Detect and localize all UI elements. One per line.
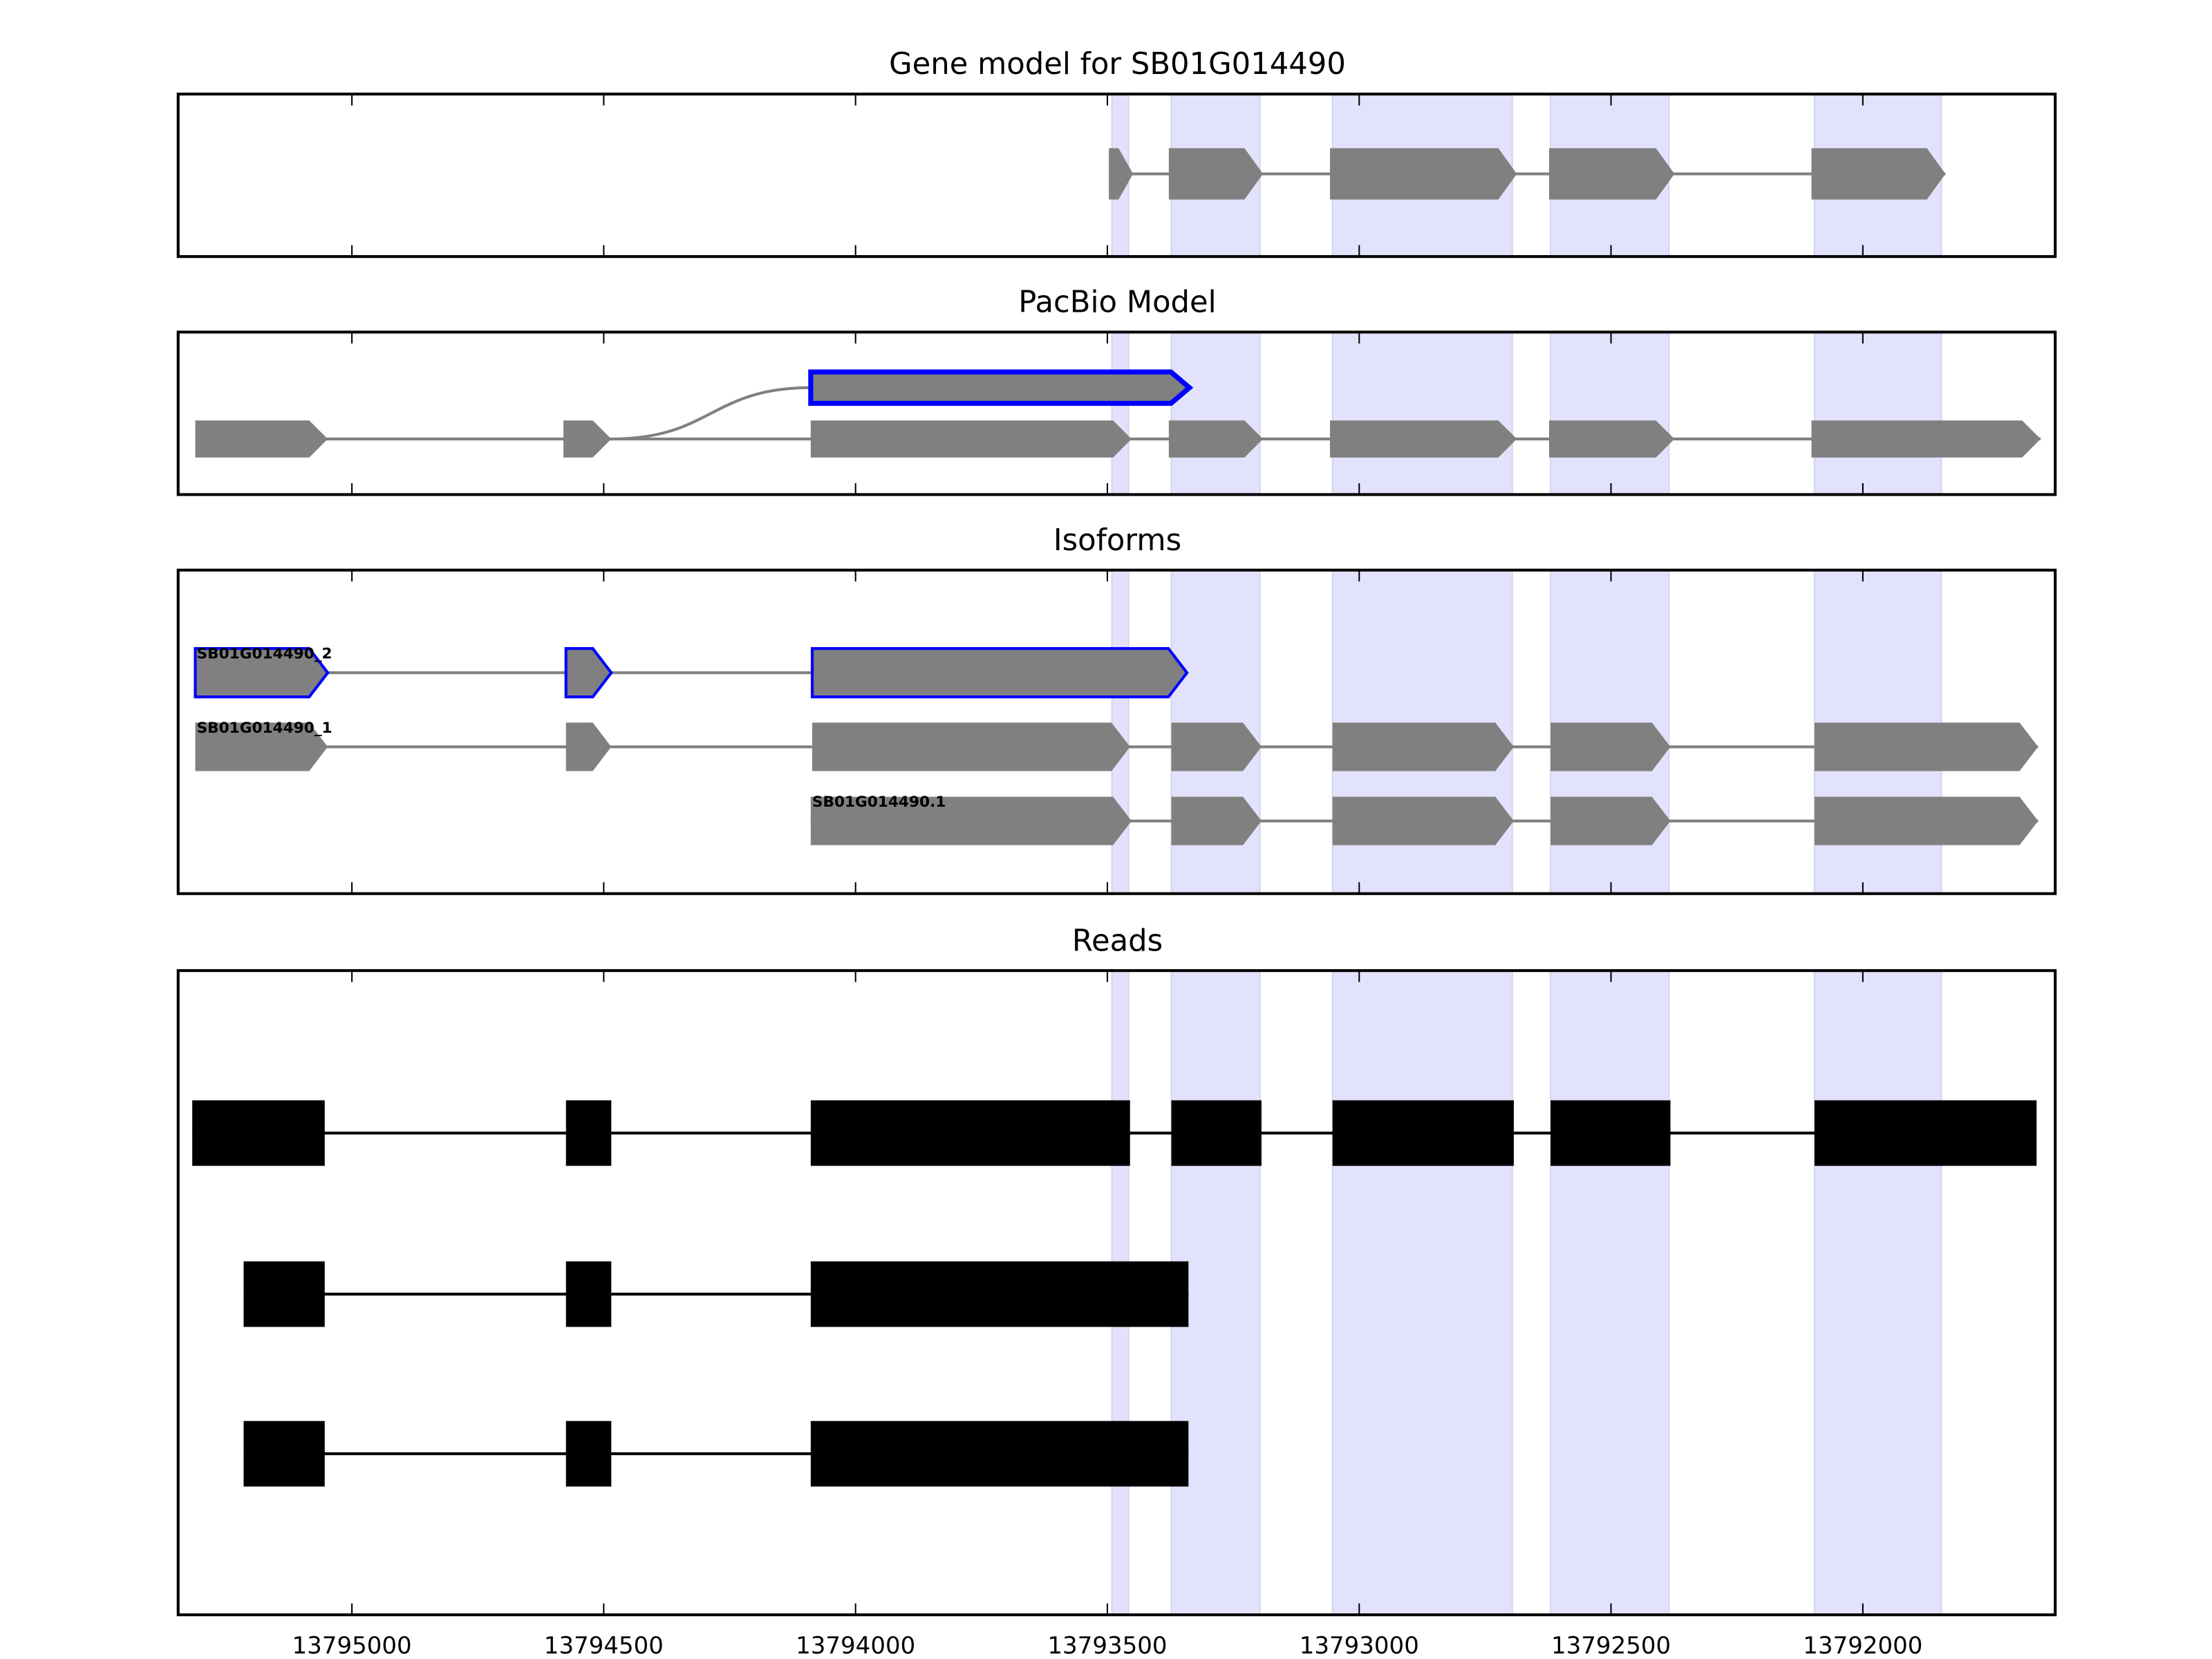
panel-title-reads: Reads — [1072, 924, 1163, 958]
x-tick-label: 13793500 — [1047, 1632, 1167, 1659]
exon-arrow — [810, 796, 1132, 845]
panel-title-isoforms: Isoforms — [1053, 523, 1181, 558]
exon-arrow — [1168, 420, 1264, 458]
read-block — [1814, 1100, 2037, 1166]
exon-arrow — [563, 420, 612, 458]
panel-2: SB01G014490_2 SB01G014490_1 SB01G014490.1 — [176, 568, 2057, 895]
panel-0 — [176, 93, 2057, 259]
read-block — [243, 1421, 325, 1487]
exon-highlight-band — [1331, 970, 1513, 1616]
exon-arrow — [1814, 722, 2038, 771]
read-block — [565, 1421, 612, 1487]
exon-arrow — [1171, 796, 1262, 845]
read-block — [810, 1421, 1189, 1487]
x-tick-label: 13792500 — [1551, 1632, 1671, 1659]
isoform-label: SB01G014490_1 — [197, 720, 332, 737]
exon-highlight-band — [1170, 331, 1261, 496]
read-block — [1332, 1100, 1514, 1166]
axes-frame — [176, 330, 2057, 496]
exon-arrow — [1548, 420, 1675, 458]
panel-title-gene-model: Gene model for SB01G014490 — [889, 47, 1346, 82]
exon-arrow — [195, 722, 328, 771]
branch-connector — [611, 386, 811, 441]
read-block — [565, 1100, 612, 1166]
axes-frame — [176, 969, 2057, 1617]
selected-exon-arrow — [808, 369, 1194, 406]
read-block — [565, 1261, 612, 1327]
panel-1 — [176, 330, 2057, 496]
exon-arrow — [565, 722, 612, 771]
read-block — [1550, 1100, 1671, 1166]
exon-arrow — [1550, 722, 1671, 771]
panel-3 — [176, 969, 2057, 1617]
x-tick-label: 13794000 — [796, 1632, 915, 1659]
exon-highlight-band — [1813, 331, 1942, 496]
exon-arrow — [1811, 420, 2041, 458]
isoform-label: SB01G014490_2 — [197, 646, 332, 663]
exon-arrow — [810, 420, 1132, 458]
exon-arrow — [1550, 796, 1671, 845]
exon-highlight-band — [1331, 331, 1513, 496]
exon-arrow — [1548, 148, 1675, 200]
exon-arrow — [1811, 148, 1946, 200]
x-tick-label: 13795000 — [292, 1632, 412, 1659]
exon-arrow — [1332, 722, 1514, 771]
exon-arrow — [1109, 148, 1134, 200]
read-block — [1171, 1100, 1262, 1166]
isoform-label: SB01G014490.1 — [812, 794, 946, 811]
exon-arrow — [1332, 796, 1514, 845]
exon-arrow — [812, 722, 1130, 771]
x-tick-label: 13794500 — [544, 1632, 664, 1659]
read-block — [810, 1100, 1130, 1166]
selected-exon-arrow — [564, 647, 613, 699]
exon-arrow — [1168, 148, 1264, 200]
selected-exon-arrow — [810, 647, 1189, 699]
exon-highlight-band — [1111, 331, 1130, 496]
read-block — [243, 1261, 325, 1327]
selected-exon-arrow — [194, 647, 330, 699]
exon-highlight-band — [1550, 331, 1670, 496]
exon-arrow — [1330, 148, 1517, 200]
x-tick-label: 13792000 — [1803, 1632, 1922, 1659]
read-block — [192, 1100, 325, 1166]
exon-highlight-band — [1550, 970, 1670, 1616]
exon-arrow — [1171, 722, 1262, 771]
panel-title-pacbio: PacBio Model — [1018, 285, 1216, 320]
exon-arrow — [1814, 796, 2038, 845]
x-tick-label: 13793000 — [1300, 1632, 1419, 1659]
exon-arrow — [195, 420, 328, 458]
exon-arrow — [1330, 420, 1517, 458]
read-block — [810, 1261, 1189, 1327]
exon-highlight-band — [1813, 970, 1942, 1616]
axes-frame — [176, 568, 2057, 895]
axes-frame — [176, 93, 2057, 259]
